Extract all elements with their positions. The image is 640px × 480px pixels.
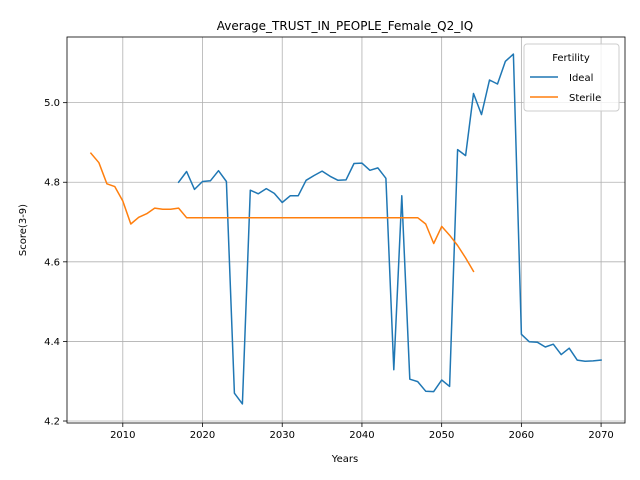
y-tick-label: 5.0 bbox=[44, 98, 60, 109]
y-tick-label: 4.6 bbox=[44, 257, 60, 268]
y-axis-label: Score(3-9) bbox=[18, 204, 29, 256]
x-tick-label: 2030 bbox=[270, 430, 295, 441]
plot-frame bbox=[66, 36, 626, 424]
legend-title: Fertility bbox=[552, 53, 590, 64]
y-tick-label: 4.4 bbox=[44, 337, 60, 348]
y-tick-label: 4.8 bbox=[44, 178, 60, 189]
x-axis-label: Years bbox=[331, 454, 358, 465]
series-line-sterile bbox=[89, 152, 475, 273]
legend: Fertility Ideal Sterile bbox=[523, 43, 620, 112]
x-tick-label: 2020 bbox=[190, 430, 215, 441]
legend-label-sterile: Sterile bbox=[569, 93, 601, 104]
x-tick-label: 2070 bbox=[588, 430, 613, 441]
y-axis-ticks: 4.2 4.4 4.6 4.8 5.0 bbox=[44, 98, 67, 428]
legend-label-ideal: Ideal bbox=[569, 73, 593, 84]
chart-title: Average_TRUST_IN_PEOPLE_Female_Q2_IQ bbox=[217, 19, 473, 33]
y-tick-label: 4.2 bbox=[44, 417, 60, 428]
x-tick-label: 2040 bbox=[349, 430, 374, 441]
x-tick-label: 2050 bbox=[429, 430, 454, 441]
x-tick-label: 2060 bbox=[509, 430, 534, 441]
x-tick-label: 2010 bbox=[110, 430, 135, 441]
x-axis-ticks: 2010 2020 2030 2040 2050 2060 2070 bbox=[110, 423, 614, 441]
legend-box bbox=[523, 43, 620, 112]
series-line-ideal bbox=[177, 53, 602, 405]
grid bbox=[67, 37, 625, 423]
series-lines bbox=[89, 53, 602, 405]
